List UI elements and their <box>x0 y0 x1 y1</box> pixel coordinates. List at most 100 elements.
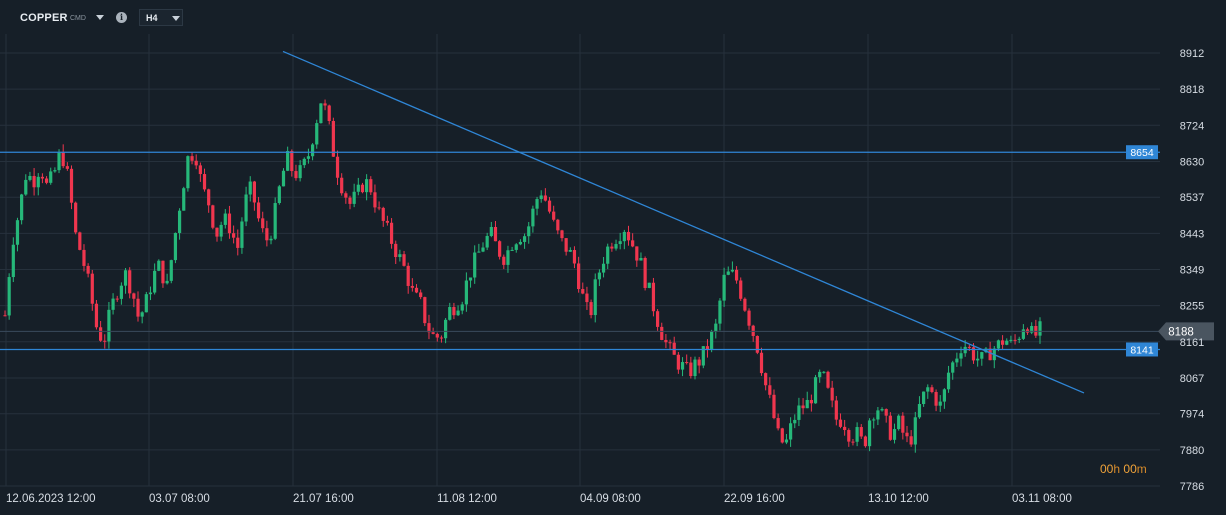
candle-body <box>40 176 45 179</box>
candle-body <box>111 298 115 310</box>
timeframe-dropdown-icon[interactable] <box>172 16 180 21</box>
candle-body <box>123 270 128 286</box>
candle-body <box>290 150 294 172</box>
candle-body <box>78 232 82 250</box>
candle-body <box>3 315 7 317</box>
trendline[interactable] <box>282 50 1085 394</box>
candle-body <box>36 176 40 188</box>
candle-body <box>157 260 161 271</box>
candle-body <box>601 263 606 273</box>
candle-body <box>57 152 61 171</box>
countdown-hours-unit: h <box>1113 462 1121 476</box>
countdown-hours: 00 <box>1100 462 1114 476</box>
y-tick-label: 8818 <box>1180 84 1204 96</box>
candle-body <box>897 415 901 430</box>
x-tick-label: 22.09 16:00 <box>724 493 785 505</box>
candle-body <box>256 202 261 219</box>
candle-body <box>1030 326 1034 333</box>
candle-body <box>94 303 99 328</box>
candle-body <box>635 246 639 261</box>
candle-body <box>556 219 560 231</box>
candle-body <box>506 250 510 265</box>
candle-body <box>452 307 456 316</box>
candle-body <box>514 244 518 250</box>
candle-body <box>161 260 165 284</box>
candle-body <box>468 277 473 281</box>
candle-body <box>984 348 988 353</box>
candle-body <box>306 156 311 159</box>
candle-body <box>710 331 714 350</box>
candle-body <box>797 405 801 420</box>
candle-body <box>65 166 69 169</box>
candle-body <box>381 207 385 221</box>
candle-body <box>967 346 971 348</box>
candle-body <box>847 430 851 442</box>
candle-body <box>976 358 980 361</box>
candle-body <box>510 249 514 251</box>
candle-body <box>327 105 331 121</box>
candle-body <box>439 337 444 339</box>
candle-body <box>851 441 855 443</box>
candle-body <box>240 221 244 248</box>
candle-body <box>502 256 506 265</box>
candle-body <box>618 241 622 245</box>
candle-body <box>165 280 169 284</box>
candle-body <box>639 257 643 261</box>
candle-body <box>714 323 718 332</box>
candle-body <box>169 260 173 281</box>
candle-body <box>186 156 190 189</box>
drawn-lines: 8654 8141 8188 <box>0 50 1214 394</box>
candle-body <box>365 179 369 193</box>
candle-body <box>423 297 427 324</box>
candle-body <box>589 302 593 316</box>
candle-body <box>244 194 248 222</box>
candle-body <box>302 158 306 166</box>
support-label: 8141 <box>1130 344 1154 356</box>
candle-body <box>655 311 660 327</box>
candle-body <box>585 293 589 303</box>
symbol-dropdown-icon[interactable] <box>96 15 104 20</box>
candle-body <box>543 195 547 201</box>
grid-lines <box>0 34 1160 487</box>
candle-body <box>880 409 884 411</box>
candle-body <box>768 385 772 395</box>
candle-body <box>946 372 951 390</box>
symbol-name[interactable]: COPPER <box>20 12 68 24</box>
candle-body <box>822 371 826 373</box>
candle-body <box>223 213 227 225</box>
candle-body <box>996 340 1001 349</box>
candle-body <box>11 244 15 278</box>
y-tick-label: 8349 <box>1180 265 1204 277</box>
candle-body <box>369 179 373 193</box>
candle-body <box>581 289 585 294</box>
timeframe-select[interactable]: H4 <box>139 9 183 26</box>
current-price-label: 8188 <box>1168 326 1194 338</box>
candle-body <box>789 423 793 440</box>
candle-body <box>660 326 664 340</box>
candle-body <box>464 280 468 305</box>
candle-body <box>310 144 315 157</box>
candle-body <box>668 342 672 344</box>
candle-body <box>211 205 215 228</box>
y-tick-label: 8067 <box>1180 373 1204 385</box>
candle-body <box>82 249 86 266</box>
candle-body <box>485 235 489 248</box>
candle-body <box>747 310 751 326</box>
candle-body <box>801 405 805 409</box>
time-axis: 12.06.2023 12:00 03.07 08:00 21.07 16:00 11… <box>6 493 1072 505</box>
candle-body <box>564 238 568 252</box>
candle-body <box>236 237 240 248</box>
candle-body <box>955 358 959 363</box>
candle-body <box>784 439 789 443</box>
candle-body <box>672 342 676 355</box>
candle-body <box>888 415 892 440</box>
candle-body <box>444 319 448 339</box>
info-icon[interactable]: i <box>116 12 127 23</box>
candle-body <box>718 300 722 324</box>
candle-body <box>32 175 36 188</box>
candle-body <box>734 269 739 281</box>
candle-body <box>360 184 365 193</box>
candle-body <box>901 415 905 433</box>
candle-body <box>7 277 11 316</box>
